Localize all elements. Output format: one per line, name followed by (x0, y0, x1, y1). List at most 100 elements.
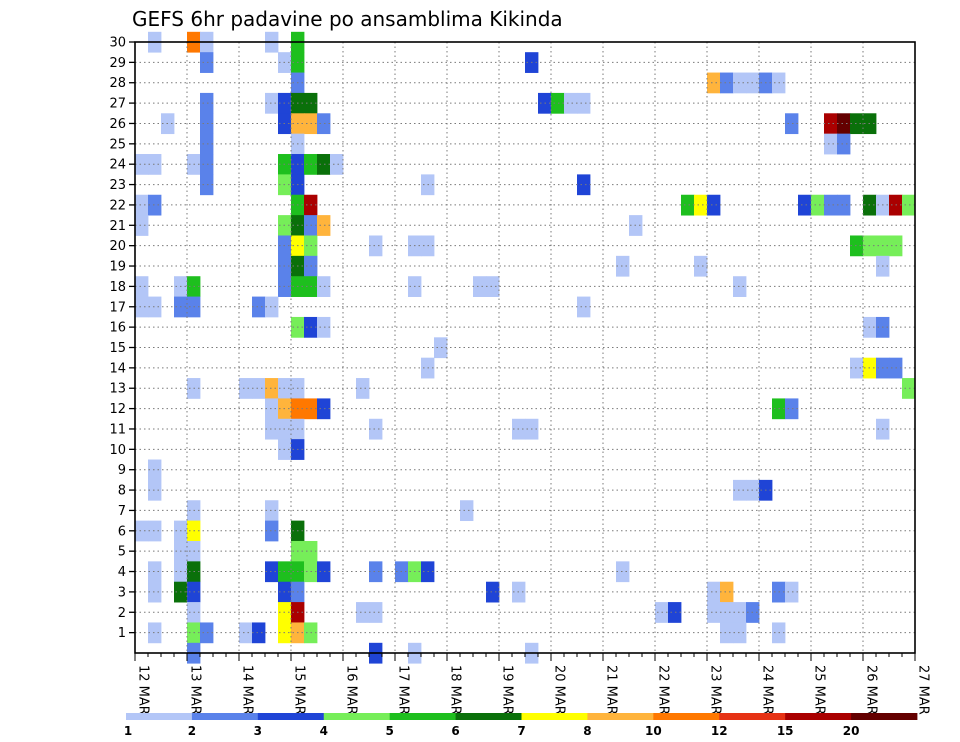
y-tick-label: 13 (109, 382, 126, 397)
heatmap-cell (265, 378, 279, 399)
y-tick-label: 17 (109, 300, 126, 315)
heatmap-cell (265, 398, 279, 420)
heatmap-cell (148, 459, 162, 481)
heatmap-cell (252, 378, 266, 399)
heatmap-cell (369, 418, 383, 440)
heatmap-cell (733, 479, 747, 501)
y-tick-label: 24 (109, 158, 126, 173)
heatmap-cell (317, 316, 331, 338)
heatmap-cell (135, 296, 149, 318)
y-tick-label: 28 (109, 76, 126, 91)
heatmap-cell (135, 154, 149, 175)
heatmap-cell (265, 296, 279, 318)
legend-swatch (389, 713, 456, 720)
x-tick-label: 14 MAR (240, 665, 255, 715)
legend-swatch (785, 713, 852, 720)
legend-swatch (719, 713, 786, 720)
chart-title: GEFS 6hr padavine po ansamblima Kikinda (132, 7, 563, 31)
legend-swatch (521, 713, 588, 720)
heatmap-cell (720, 622, 734, 644)
heatmap-cell (252, 296, 266, 318)
grid-lines (135, 42, 915, 653)
heatmap-cell (148, 479, 162, 501)
heatmap-cell (850, 113, 864, 135)
heatmap-cell (551, 92, 565, 114)
x-tick-label: 27 MAR (916, 665, 931, 715)
heatmap-cell (811, 194, 825, 216)
heatmap-cell (473, 276, 487, 297)
legend-label: 1 (124, 724, 132, 738)
heatmap-cell (265, 500, 279, 522)
y-tick-label: 22 (109, 198, 126, 213)
heatmap-cell (317, 154, 331, 175)
y-tick-label: 12 (109, 402, 126, 417)
legend-swatch (257, 713, 325, 720)
legend-label: 5 (385, 724, 393, 738)
y-tick-label: 4 (118, 565, 126, 580)
heatmap-cell (577, 92, 591, 114)
heatmap-cells (135, 31, 916, 664)
x-tick-label: 19 MAR (500, 665, 515, 715)
y-tick-label: 30 (109, 36, 126, 51)
heatmap-cell (317, 276, 331, 297)
heatmap-cell (564, 92, 578, 114)
y-tick-label: 20 (109, 239, 126, 254)
legend-label: 2 (188, 724, 196, 738)
heatmap-cell (837, 113, 851, 135)
y-tick-label: 29 (109, 56, 126, 71)
x-tick-label: 16 MAR (344, 665, 359, 715)
heatmap-cell (135, 520, 149, 542)
legend-swatch (851, 713, 918, 720)
y-tick-label: 1 (118, 626, 126, 641)
x-tick-label: 17 MAR (396, 665, 411, 715)
y-tick-label: 25 (109, 137, 126, 152)
heatmap-cell (850, 235, 864, 257)
legend-label: 12 (711, 724, 728, 738)
y-tick-label: 5 (118, 545, 126, 560)
legend-label: 7 (517, 724, 525, 738)
heatmap-cell (707, 602, 721, 623)
heatmap-cell (616, 255, 630, 277)
heatmap-cell (720, 72, 734, 94)
legend-label: 15 (777, 724, 794, 738)
heatmap-cell (200, 154, 214, 175)
y-tick-label: 19 (109, 260, 126, 275)
heatmap-cell (317, 113, 331, 135)
heatmap-cell (733, 622, 747, 644)
heatmap-cell (460, 500, 474, 522)
heatmap-cell (265, 418, 279, 440)
heatmap-cell (720, 602, 734, 623)
heatmap-cell (850, 357, 864, 379)
x-tick-label: 13 MAR (188, 665, 203, 715)
y-tick-label: 6 (118, 524, 126, 539)
x-tick-label: 21 MAR (604, 665, 619, 715)
heatmap-cell (785, 113, 799, 135)
x-tick-label: 22 MAR (656, 665, 671, 715)
x-tick-label: 18 MAR (448, 665, 463, 715)
y-tick-label: 8 (118, 484, 126, 499)
heatmap-cell (733, 276, 747, 297)
legend-label: 3 (254, 724, 262, 738)
y-tick-label: 10 (109, 443, 126, 458)
y-tick-label: 18 (109, 280, 126, 295)
y-tick-label: 26 (109, 117, 126, 132)
heatmap-cell (707, 581, 721, 603)
x-tick-label: 12 MAR (136, 665, 151, 715)
color-legend: 1 2 3 4 5 6 7 8 10 12 15 20 (124, 713, 918, 738)
heatmap-cell (577, 174, 591, 196)
x-tick-label: 25 MAR (812, 665, 827, 715)
heatmap-cell (707, 72, 721, 94)
x-tick-label: 24 MAR (760, 665, 775, 715)
heatmap-cell (902, 194, 916, 216)
heatmap-cell (135, 194, 149, 216)
heatmap-cell (785, 581, 799, 603)
heatmap-cell (317, 398, 331, 420)
heatmap-cell (434, 337, 448, 359)
heatmap-cell (733, 72, 747, 94)
y-tick-label: 15 (109, 341, 126, 356)
heatmap-cell (369, 602, 383, 623)
legend-label: 8 (583, 724, 591, 738)
heatmap-cell (824, 194, 838, 216)
heatmap-cell (356, 378, 370, 399)
heatmap-cell (824, 133, 838, 155)
